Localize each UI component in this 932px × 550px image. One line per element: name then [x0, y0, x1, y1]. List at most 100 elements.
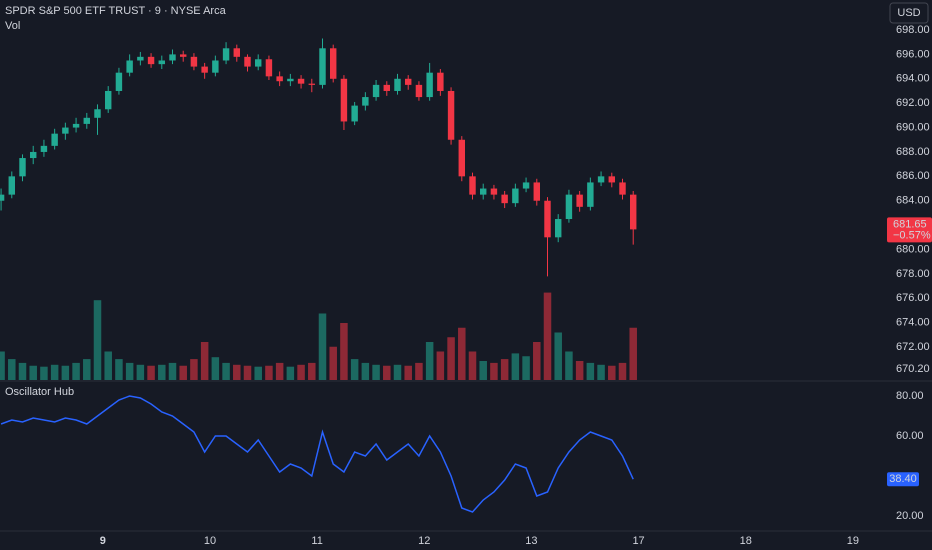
volume-bar	[533, 342, 541, 380]
candle-body	[522, 182, 530, 189]
volume-bar	[243, 365, 252, 380]
candle-body	[137, 56, 144, 61]
oscillator-tick-label: 60.00	[896, 430, 924, 442]
candle-body	[458, 139, 465, 177]
volume-bar	[597, 364, 605, 380]
volume-bar	[404, 365, 412, 380]
volume-bar	[0, 351, 5, 380]
candle-body	[126, 60, 133, 73]
candle-body	[0, 194, 5, 201]
candle-body	[8, 176, 15, 195]
y-tick-label: 672.00	[896, 341, 930, 353]
candle-body	[340, 78, 348, 122]
volume-bar	[286, 366, 295, 380]
candle-body	[212, 60, 219, 73]
volume-bar	[361, 362, 370, 380]
volume-bar	[383, 365, 391, 380]
volume-bar	[468, 351, 477, 380]
candle-body	[480, 188, 487, 195]
candle-body	[201, 66, 208, 73]
volume-bar	[554, 332, 562, 380]
candle-body	[362, 97, 369, 106]
candle-body	[233, 48, 240, 57]
volume-bar	[340, 323, 348, 380]
x-tick-label: 19	[847, 535, 859, 547]
candle-body	[597, 176, 605, 183]
candle-body	[158, 60, 165, 65]
volume-bar	[200, 342, 209, 380]
volume-label: Vol	[5, 20, 20, 32]
candle-body	[115, 72, 123, 91]
y-tick-label: 686.00	[896, 170, 930, 182]
volume-bar	[565, 351, 573, 380]
price-tag	[887, 217, 932, 243]
currency[interactable]: USD	[897, 7, 920, 19]
y-tick-label: 684.00	[896, 195, 930, 207]
volume-bar	[158, 364, 166, 380]
candle-body	[169, 54, 176, 61]
y-tick-label: 694.00	[896, 73, 930, 85]
candle-body	[83, 117, 90, 124]
candle-body	[437, 72, 444, 91]
oscillator-tag-value: 38.40	[889, 473, 917, 485]
price-tag-value: 681.65	[893, 218, 927, 230]
candle-body	[587, 182, 594, 207]
volume-bar	[29, 365, 37, 380]
volume-bar	[18, 362, 27, 380]
volume-bar	[447, 337, 455, 380]
volume-bar	[350, 359, 359, 380]
candle-body	[351, 105, 358, 122]
candle-body	[244, 56, 251, 67]
volume-bar	[522, 356, 530, 380]
volume-bar	[136, 364, 145, 380]
marks	[0, 38, 637, 513]
volume-bar	[297, 364, 305, 380]
volume-bar	[618, 362, 627, 380]
volume-bar	[179, 365, 187, 380]
y-tick-label: 678.00	[896, 268, 930, 280]
candle-body	[469, 176, 476, 195]
candle-body	[619, 182, 626, 195]
volume-bar	[222, 362, 230, 380]
volume-bar	[425, 342, 434, 380]
candle-body	[319, 48, 326, 85]
candle-body	[147, 56, 155, 65]
volume-bar	[93, 300, 102, 380]
oscillator-tick-label: 80.00	[896, 390, 924, 402]
candle-body	[490, 188, 498, 195]
candle-body	[222, 48, 230, 61]
volume-bar	[479, 361, 487, 380]
y-tick-label: 696.00	[896, 48, 930, 60]
price-tag-change: −0.57%	[893, 229, 931, 241]
candle-body	[30, 151, 37, 159]
volume-bar	[104, 351, 112, 380]
x-tick-label: 9	[100, 535, 106, 547]
volume-bar	[500, 359, 509, 380]
volume-bar	[50, 364, 59, 380]
x-tick-label: 13	[525, 535, 537, 547]
candle-body	[501, 194, 508, 204]
candle-body	[265, 59, 273, 77]
candle-body	[94, 109, 101, 118]
volume-bar	[125, 362, 134, 380]
x-tick-label: 12	[418, 535, 430, 547]
volume-bar	[254, 366, 262, 380]
candle-body	[447, 90, 455, 140]
candle-body	[287, 78, 294, 82]
candle-body	[630, 194, 637, 230]
y-tick-label: 698.00	[896, 24, 930, 36]
volume-bar	[393, 364, 402, 380]
y-tick-label: 676.00	[896, 292, 930, 304]
y-tick-label: 670.20	[896, 363, 930, 375]
volume-bar	[233, 364, 241, 380]
volume-bar	[329, 346, 337, 380]
currency-button[interactable]	[889, 2, 929, 24]
y-tick-label: 690.00	[896, 121, 930, 133]
candle-body	[255, 59, 262, 67]
volume-bar	[543, 292, 552, 380]
oscillator-line	[0, 395, 634, 513]
volume-bar	[83, 359, 91, 380]
oscillator-tag	[887, 472, 919, 487]
